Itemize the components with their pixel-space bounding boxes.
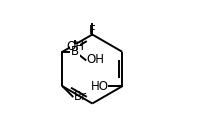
Text: HO: HO [91,80,109,93]
Text: OH: OH [66,40,84,53]
Text: OH: OH [86,53,104,66]
Text: F: F [89,24,96,37]
Text: B: B [71,45,79,58]
Text: Br: Br [74,90,87,103]
